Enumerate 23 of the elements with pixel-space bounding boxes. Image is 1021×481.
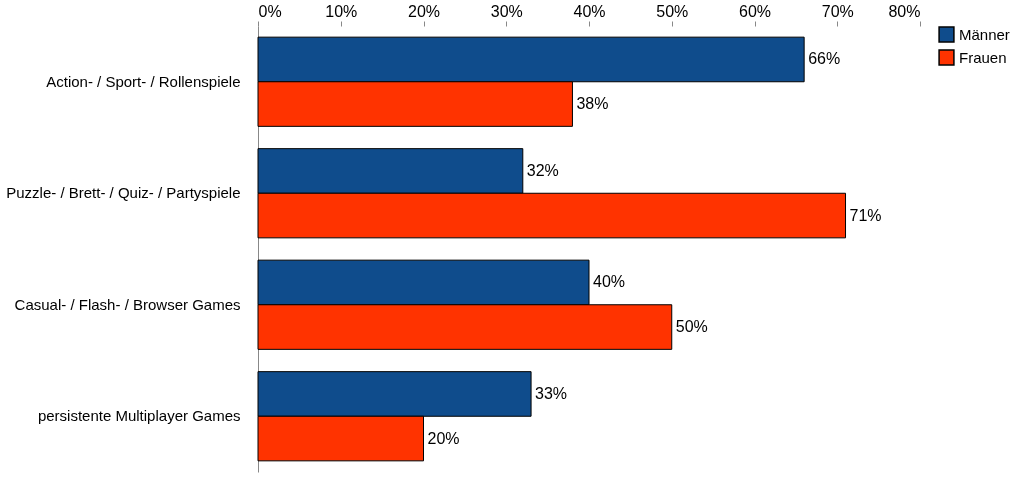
data-label: 20%	[427, 429, 460, 447]
x-tick-label: 80%	[888, 2, 921, 20]
x-tick-label: 40%	[573, 2, 606, 20]
data-label: 50%	[675, 318, 708, 336]
x-tick-label: 10%	[325, 2, 358, 20]
y-tick-label: persistente Multiplayer Games	[37, 407, 241, 425]
y-tick-label: Puzzle- / Brett- / Quiz- / Partyspiele	[6, 184, 241, 202]
x-tick-label: 70%	[821, 2, 854, 20]
x-tick-label: 30%	[490, 2, 523, 20]
x-tick-label: 20%	[407, 2, 441, 20]
data-label: 32%	[526, 161, 559, 179]
data-label: 71%	[849, 206, 882, 224]
y-tick-label: Action- / Sport- / Rollenspiele	[46, 72, 241, 90]
x-tick-label: 50%	[656, 2, 689, 20]
data-label: 38%	[576, 95, 609, 113]
x-tick-label: 0%	[258, 2, 282, 20]
x-tick-label: 60%	[738, 2, 772, 20]
data-label: 66%	[808, 50, 841, 68]
legend-label: Frauen	[959, 48, 1007, 66]
data-label: 33%	[535, 384, 568, 402]
y-tick-label: Casual- / Flash- / Browser Games	[14, 295, 241, 313]
data-label: 40%	[593, 273, 626, 291]
legend-label: Männer	[959, 25, 1010, 43]
